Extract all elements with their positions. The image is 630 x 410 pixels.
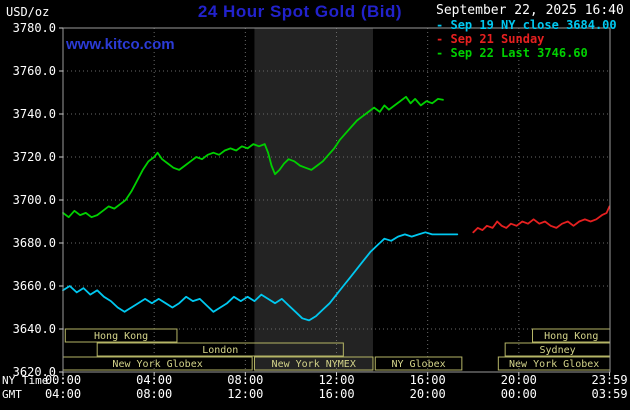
y-axis-label: 3660.0 — [13, 279, 56, 293]
session-box — [253, 356, 374, 371]
session-label: NY Globex — [391, 359, 445, 370]
y-axis-unit-label: USD/oz — [6, 5, 50, 19]
legend-item-sep19: - Sep 19 NY close 3684.00 — [436, 18, 629, 32]
legend-item-sep21: - Sep 21 Sunday — [436, 32, 629, 46]
x-axis-label-gmt: 20:00 — [410, 387, 446, 401]
y-axis-label: 3720.0 — [13, 150, 56, 164]
session-label: New York Globex — [112, 359, 202, 370]
legend-item-sep22: - Sep 22 Last 3746.60 — [436, 46, 629, 60]
legend-dash-icon: - — [436, 32, 444, 46]
x-axis-label-gmt: 04:00 — [45, 387, 81, 401]
legend-label-sep19: Sep 19 NY close 3684.00 — [450, 18, 617, 32]
x-axis-label-gmt: 08:00 — [136, 387, 172, 401]
y-axis-label: 3780.0 — [13, 21, 56, 35]
nymex-session-band — [254, 28, 373, 372]
y-axis-label: 3700.0 — [13, 193, 56, 207]
legend-label-sep22: Sep 22 Last 3746.60 — [450, 46, 588, 60]
kitco-website-link[interactable]: www.kitco.com — [66, 36, 175, 53]
session-label: New York Globex — [509, 359, 599, 370]
session-box — [374, 356, 463, 371]
x-axis-label-gmt: 12:00 — [227, 387, 263, 401]
x-axis-label-ny: 00:00 — [45, 373, 81, 387]
x-axis-label-gmt: 16:00 — [318, 387, 354, 401]
session-box — [96, 342, 344, 357]
y-axis-label: 3740.0 — [13, 107, 56, 121]
session-label: London — [202, 345, 238, 356]
x-axis-label-gmt: 03:59 — [591, 387, 627, 401]
y-axis-label: 3620.0 — [13, 365, 56, 379]
x-axis-row-name-gmt: GMT — [2, 388, 22, 401]
legend-dash-icon: - — [436, 46, 444, 60]
series-line-2 — [62, 95, 444, 219]
x-axis-label-ny: 08:00 — [227, 373, 263, 387]
x-axis-row-name-ny: NY Time — [2, 374, 48, 387]
session-box — [64, 328, 178, 343]
session-label: New York NYMEX — [272, 359, 356, 370]
session-label: Hong Kong — [94, 331, 148, 342]
x-axis-label-ny: 12:00 — [318, 373, 354, 387]
x-axis-label-ny: 04:00 — [136, 373, 172, 387]
series-line-1 — [472, 205, 611, 234]
x-axis-label-gmt: 00:00 — [501, 387, 537, 401]
legend-label-sep21: Sep 21 Sunday — [450, 32, 545, 46]
session-label: Sydney — [540, 345, 576, 356]
series-line-0 — [62, 231, 459, 322]
chart-title: 24 Hour Spot Gold (Bid) — [197, 2, 403, 21]
x-axis-label-ny: 23:59 — [591, 373, 627, 387]
legend-dash-icon: - — [436, 18, 444, 32]
x-axis-label-ny: 16:00 — [410, 373, 446, 387]
session-label: Hong Kong — [544, 331, 598, 342]
chart-header: September 22, 2025 16:40 - Sep 19 NY clo… — [436, 3, 629, 61]
y-axis-label: 3760.0 — [13, 64, 56, 78]
y-axis-label: 3640.0 — [13, 322, 56, 336]
x-axis-label-ny: 20:00 — [501, 373, 537, 387]
datetime-label: September 22, 2025 16:40 — [436, 3, 624, 18]
y-axis-label: 3680.0 — [13, 236, 56, 250]
